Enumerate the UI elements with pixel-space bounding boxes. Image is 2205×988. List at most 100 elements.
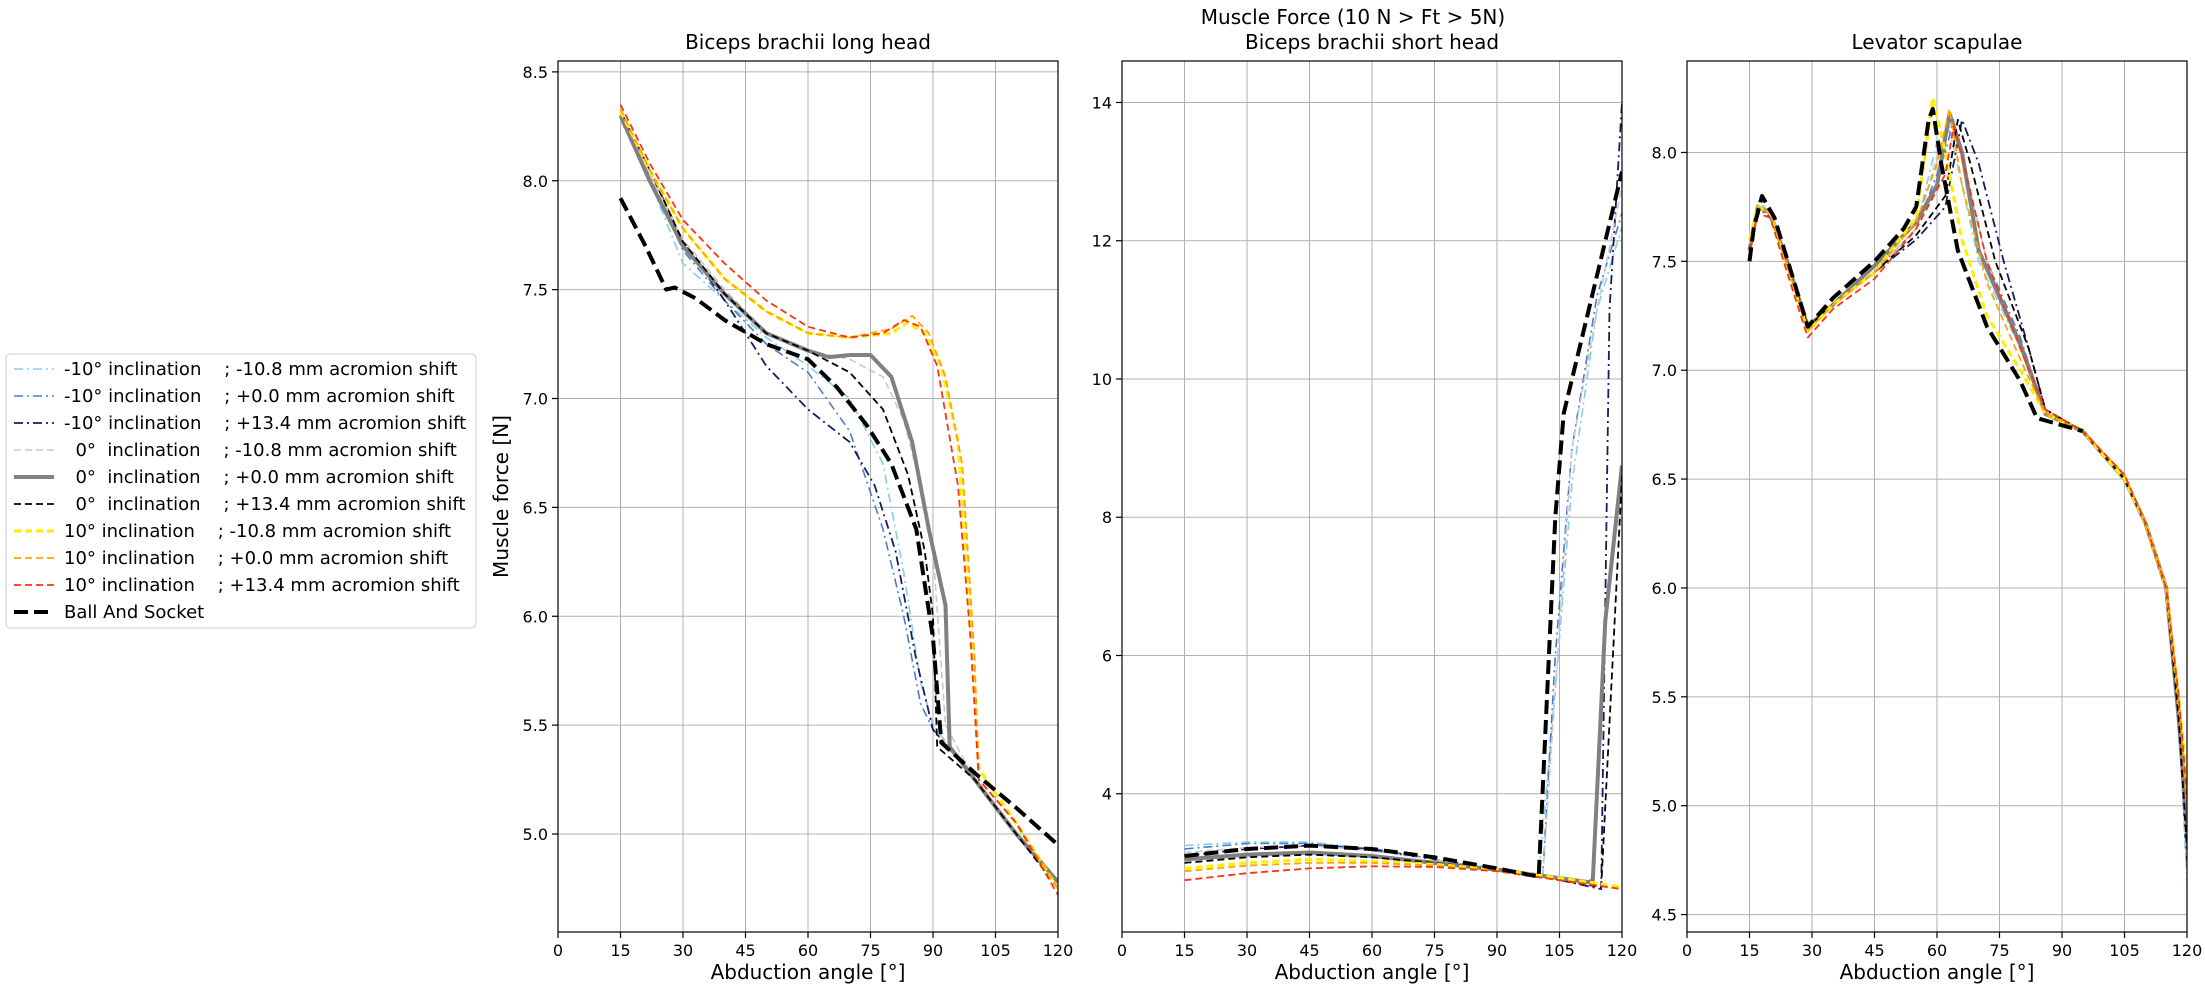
series-line [619, 115, 1058, 883]
x-tick-label: 15 [610, 941, 630, 960]
x-tick-label: 105 [980, 941, 1011, 960]
chart-levator-scapulae: 0 15 30 45 60 75 90 105 120 4.5 5.0 5.5 6.0 6.5 7.0 7.5… [1652, 30, 2203, 984]
x-tick-label: 105 [2109, 941, 2140, 960]
y-tick-label: 6 [1102, 646, 1112, 665]
x-tick-label: 30 [1802, 941, 1822, 960]
y-axis-label: Muscle force [N] [489, 415, 513, 578]
x-tick-label: 30 [1237, 941, 1257, 960]
x-tick-label: 90 [1487, 941, 1507, 960]
series-line [619, 104, 1058, 896]
x-tick-label: 60 [798, 941, 818, 960]
chart-biceps-long-head: 0 15 30 45 60 75 90 105 120 5.0 5.5 6.0 6.5 7.0 7.5 8.0… [489, 30, 1073, 984]
series-line [1184, 171, 1622, 879]
legend-entry: -10° inclination ; +0.0 mm acromion shif… [14, 386, 455, 407]
legend-frame [5, 353, 477, 629]
y-tick-label: 5.0 [523, 825, 548, 844]
x-tick-label: 75 [860, 941, 880, 960]
y-tick-label: 7.5 [523, 281, 548, 300]
series-line [1748, 119, 2187, 872]
x-tick-label: 30 [673, 941, 693, 960]
x-tick-label: 0 [553, 941, 563, 960]
y-tick-label: 4.5 [1652, 906, 1677, 925]
x-tick-label: 120 [1043, 941, 1074, 960]
x-tick-label: 120 [1607, 941, 1638, 960]
series-line [619, 108, 1058, 889]
x-axis-label: Abduction angle [°] [1275, 960, 1470, 984]
x-axis-label: Abduction angle [°] [711, 960, 906, 984]
series-line [1184, 226, 1622, 877]
legend-label: 10° inclination ; -10.8 mm acromion shif… [64, 521, 451, 542]
y-tick-label: 8.5 [523, 63, 548, 82]
chart-title: Biceps brachii long head [685, 30, 931, 54]
x-tick-label: 90 [2052, 941, 2072, 960]
y-tick-label: 10 [1092, 370, 1112, 389]
series-line [619, 119, 1058, 883]
legend-entry: 10° inclination ; +13.4 mm acromion shif… [14, 575, 460, 596]
legend: -10° inclination ; -10.8 mm acromion shi… [5, 353, 477, 629]
series-line [1748, 108, 2187, 806]
y-tick-label: 6.5 [1652, 470, 1677, 489]
x-axis-label: Abduction angle [°] [1840, 960, 2035, 984]
y-tick-label: 8.0 [523, 172, 548, 191]
series-line [1747, 106, 2084, 434]
y-tick-label: 8.0 [1652, 143, 1677, 162]
legend-entry: Ball And Socket [14, 602, 204, 623]
y-tick-label: 12 [1092, 232, 1112, 251]
legend-label: 10° inclination ; +0.0 mm acromion shift [64, 548, 448, 569]
legend-label: -10° inclination ; -10.8 mm acromion shi… [64, 359, 458, 380]
x-tick-label: 45 [1299, 941, 1319, 960]
x-tick-label: 0 [1682, 941, 1692, 960]
series-line [1184, 857, 1622, 889]
series-line [1184, 212, 1622, 877]
legend-label: 0° inclination ; -10.8 mm acromion shift [64, 440, 457, 461]
legend-label: -10° inclination ; +13.4 mm acromion shi… [64, 413, 466, 434]
series-line [1748, 118, 2187, 861]
series-line [1184, 475, 1622, 888]
legend-entry: 0° inclination ; +0.0 mm acromion shift [14, 467, 454, 488]
y-tick-label: 6.0 [1652, 579, 1677, 598]
legend-label: 10° inclination ; +13.4 mm acromion shif… [64, 575, 460, 596]
series-line [1748, 125, 2187, 795]
chart-title: Biceps brachii short head [1245, 30, 1499, 54]
x-tick-label: 60 [1362, 941, 1382, 960]
legend-entry: 0° inclination ; -10.8 mm acromion shift [14, 440, 457, 461]
series-line [1184, 102, 1622, 890]
series-line [1748, 129, 2187, 882]
legend-entry: -10° inclination ; +13.4 mm acromion shi… [14, 413, 466, 434]
y-tick-label: 5.0 [1652, 797, 1677, 816]
series-line [619, 110, 1058, 890]
legend-label: 0° inclination ; +0.0 mm acromion shift [64, 467, 454, 488]
y-tick-label: 6.5 [523, 498, 548, 517]
legend-entry: 10° inclination ; +0.0 mm acromion shift [14, 548, 448, 569]
x-tick-label: 15 [1174, 941, 1194, 960]
y-tick-label: 7.0 [523, 390, 548, 409]
x-tick-label: 45 [735, 941, 755, 960]
x-tick-label: 0 [1117, 941, 1127, 960]
y-tick-label: 7.5 [1652, 252, 1677, 271]
x-tick-label: 45 [1864, 941, 1884, 960]
y-tick-label: 7.0 [1652, 361, 1677, 380]
x-tick-label: 75 [1989, 941, 2009, 960]
series-line [1748, 119, 2187, 872]
figure-suptitle: Muscle Force (10 N > Ft > 5N) [1201, 5, 1505, 29]
series-line [618, 197, 1058, 847]
series-line [1184, 865, 1622, 890]
legend-label: Ball And Socket [64, 602, 204, 623]
y-tick-label: 6.0 [523, 607, 548, 626]
y-tick-label: 14 [1092, 93, 1112, 112]
legend-label: -10° inclination ; +0.0 mm acromion shif… [64, 386, 455, 407]
x-tick-label: 15 [1739, 941, 1759, 960]
legend-label: 0° inclination ; +13.4 mm acromion shift [64, 494, 465, 515]
x-tick-label: 120 [2172, 941, 2203, 960]
series-line [619, 110, 1058, 883]
x-tick-label: 90 [923, 941, 943, 960]
legend-entry: -10° inclination ; -10.8 mm acromion shi… [14, 359, 458, 380]
chart-biceps-short-head: 0 15 30 45 60 75 90 105 120 4 6 8 10 12 14 Biceps brac… [1092, 30, 1638, 984]
x-tick-label: 60 [1927, 941, 1947, 960]
x-tick-label: 105 [1544, 941, 1575, 960]
x-tick-label: 75 [1424, 941, 1444, 960]
y-tick-label: 5.5 [1652, 688, 1677, 707]
series-line [619, 110, 1058, 889]
y-tick-label: 5.5 [523, 716, 548, 735]
